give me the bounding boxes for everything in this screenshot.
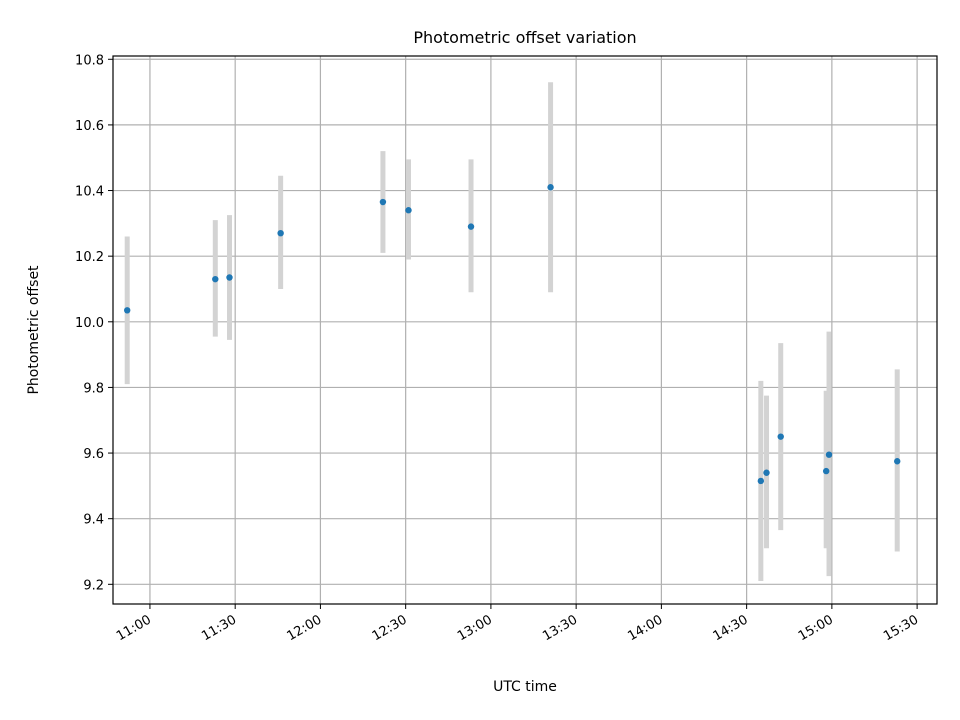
data-point bbox=[379, 198, 387, 206]
data-point bbox=[763, 469, 770, 476]
data-point bbox=[894, 458, 901, 465]
data-point bbox=[212, 275, 219, 283]
x-tick-label: 13:30 bbox=[540, 612, 580, 644]
x-tick-label: 12:30 bbox=[370, 612, 410, 644]
data-point bbox=[124, 307, 131, 314]
y-tick-label: 9.8 bbox=[83, 381, 104, 396]
axis-ticks: 11:00 11:30 12:00 12:30 13:00 13:30 14:00 14:30… bbox=[75, 53, 921, 644]
data-point bbox=[822, 467, 830, 475]
x-tick-label: 14:00 bbox=[625, 612, 665, 644]
y-tick-label: 10.8 bbox=[75, 53, 104, 68]
x-tick-label: 14:30 bbox=[711, 612, 751, 644]
y-tick-label: 10.6 bbox=[75, 119, 104, 134]
x-tick-label: 15:00 bbox=[796, 612, 836, 644]
x-tick-label: 15:30 bbox=[881, 612, 921, 644]
data-point bbox=[226, 274, 233, 281]
x-tick-label: 11:30 bbox=[199, 612, 239, 644]
data-points bbox=[124, 184, 901, 485]
data-point bbox=[757, 477, 765, 485]
y-tick-label: 10.2 bbox=[75, 250, 104, 265]
y-tick-label: 9.6 bbox=[83, 447, 104, 462]
y-axis-label: Photometric offset bbox=[26, 265, 42, 395]
data-point bbox=[467, 223, 475, 230]
data-point bbox=[547, 184, 554, 191]
x-axis-label: UTC time bbox=[493, 679, 557, 695]
y-tick-label: 10.0 bbox=[75, 316, 104, 331]
data-point bbox=[405, 207, 412, 214]
y-tick-label: 9.4 bbox=[83, 513, 104, 528]
x-tick-label: 11:00 bbox=[114, 612, 154, 644]
x-tick-label: 12:00 bbox=[284, 612, 324, 644]
data-point bbox=[277, 229, 284, 237]
data-point bbox=[777, 433, 784, 440]
error-bars bbox=[124, 82, 900, 582]
plot-frame bbox=[112, 55, 938, 605]
x-tick-label: 13:00 bbox=[455, 612, 495, 644]
y-tick-label: 10.4 bbox=[75, 185, 104, 200]
y-tick-label: 9.2 bbox=[83, 578, 104, 593]
data-point bbox=[825, 451, 833, 458]
grid bbox=[113, 56, 937, 604]
chart-title: Photometric offset variation bbox=[413, 28, 636, 47]
